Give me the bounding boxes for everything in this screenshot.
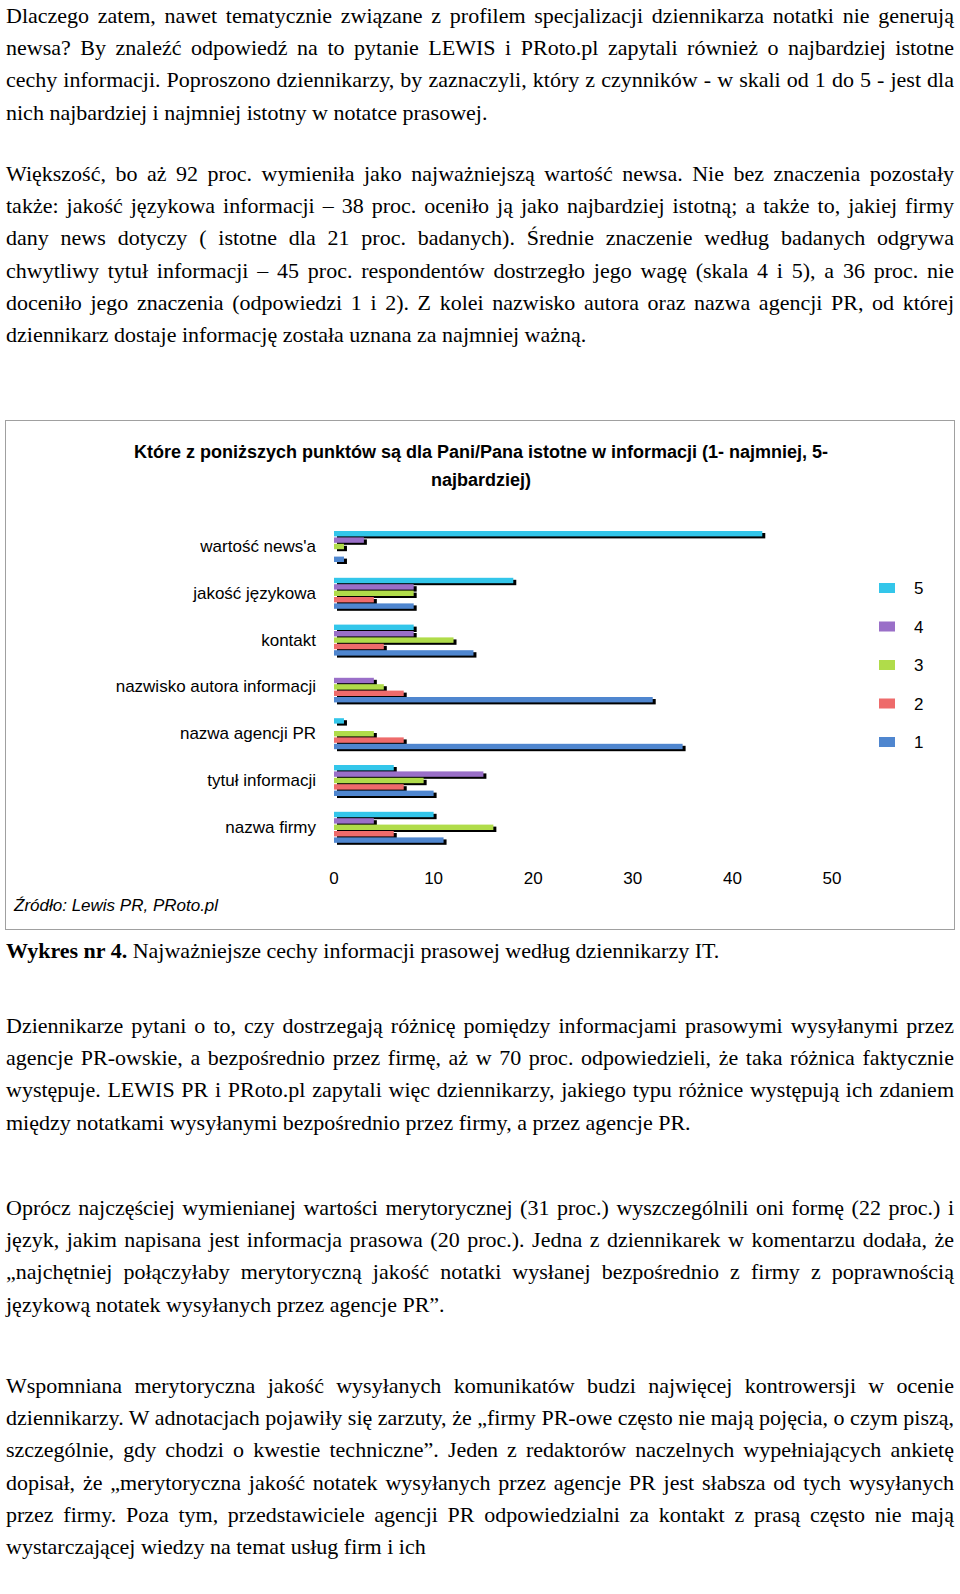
paragraph: Oprócz najczęściej wymienianej wartości … bbox=[6, 1192, 954, 1321]
tick-label: 20 bbox=[524, 869, 543, 888]
category-label: wartość news'a bbox=[199, 537, 316, 556]
chart: wartość news'a jakość językowa kontakt nazw… bbox=[6, 421, 954, 929]
bar bbox=[334, 831, 394, 836]
category-label: kontakt bbox=[261, 631, 316, 650]
bar bbox=[334, 744, 683, 749]
bar bbox=[334, 837, 444, 842]
legend-label: 5 bbox=[914, 579, 923, 598]
paragraph: Wspomniana merytoryczna jakość wysyłanyc… bbox=[6, 1370, 954, 1563]
bar bbox=[334, 591, 414, 596]
bars bbox=[334, 531, 762, 843]
paragraph: Dlaczego zatem, nawet tematycznie związa… bbox=[6, 0, 954, 129]
bar bbox=[334, 725, 335, 730]
caption: Wykres nr 4. Najważniejsze cechy informa… bbox=[6, 938, 719, 964]
paragraph: Dziennikarze pytani o to, czy dostrzegaj… bbox=[6, 1010, 954, 1139]
legend-label: 3 bbox=[914, 656, 923, 675]
bar bbox=[334, 544, 344, 549]
bar bbox=[334, 778, 424, 783]
chart-title: Które z poniższych punktów są dla Pani/P… bbox=[111, 438, 851, 494]
bar bbox=[334, 637, 454, 642]
bar bbox=[334, 578, 513, 583]
bar bbox=[334, 631, 414, 636]
bar bbox=[334, 531, 762, 536]
legend-swatch bbox=[879, 737, 895, 747]
legend-label: 2 bbox=[914, 695, 923, 714]
bar bbox=[334, 603, 414, 608]
category-label: nazwa agencji PR bbox=[180, 724, 316, 743]
bar bbox=[334, 771, 483, 776]
legend-label: 4 bbox=[914, 618, 923, 637]
tick-label: 30 bbox=[623, 869, 642, 888]
legend-swatch bbox=[879, 699, 895, 709]
chart-box: Które z poniższych punktów są dla Pani/P… bbox=[5, 420, 955, 930]
bar bbox=[334, 718, 344, 723]
tick-label: 0 bbox=[329, 869, 338, 888]
bar bbox=[334, 765, 394, 770]
legend-swatch bbox=[879, 622, 895, 632]
tick-label: 10 bbox=[424, 869, 443, 888]
bar bbox=[334, 597, 374, 602]
legend-label: 1 bbox=[914, 733, 923, 752]
category-label: jakość językowa bbox=[192, 584, 316, 603]
tick-label: 40 bbox=[723, 869, 742, 888]
legend-swatch bbox=[879, 583, 895, 593]
bar bbox=[334, 818, 374, 823]
bar bbox=[334, 737, 404, 742]
bar bbox=[334, 684, 384, 689]
caption-label: Wykres nr 4. bbox=[6, 938, 127, 963]
tick-label: 50 bbox=[823, 869, 842, 888]
bar bbox=[334, 671, 335, 676]
bar bbox=[334, 625, 414, 630]
bar bbox=[334, 731, 374, 736]
bar bbox=[334, 691, 404, 696]
category-label: nazwisko autora informacji bbox=[116, 677, 316, 696]
bar bbox=[334, 812, 434, 817]
legend-swatch bbox=[879, 660, 895, 670]
bar bbox=[334, 650, 473, 655]
bar bbox=[334, 550, 335, 555]
bar bbox=[334, 584, 414, 589]
paragraph: Większość, bo aż 92 proc. wymieniła jako… bbox=[6, 158, 954, 351]
bar bbox=[334, 678, 374, 683]
category-label: nazwa firmy bbox=[225, 818, 316, 837]
bar bbox=[334, 791, 434, 796]
bar bbox=[334, 825, 493, 830]
bar bbox=[334, 537, 364, 542]
bar bbox=[334, 557, 344, 562]
bar bbox=[334, 697, 653, 702]
bar bbox=[334, 644, 384, 649]
category-label: tytuł informacji bbox=[207, 771, 316, 790]
source: Źródło: Lewis PR, PRoto.pl bbox=[13, 896, 219, 915]
caption-text: Najważniejsze cechy informacji prasowej … bbox=[127, 938, 719, 963]
bar bbox=[334, 784, 404, 789]
